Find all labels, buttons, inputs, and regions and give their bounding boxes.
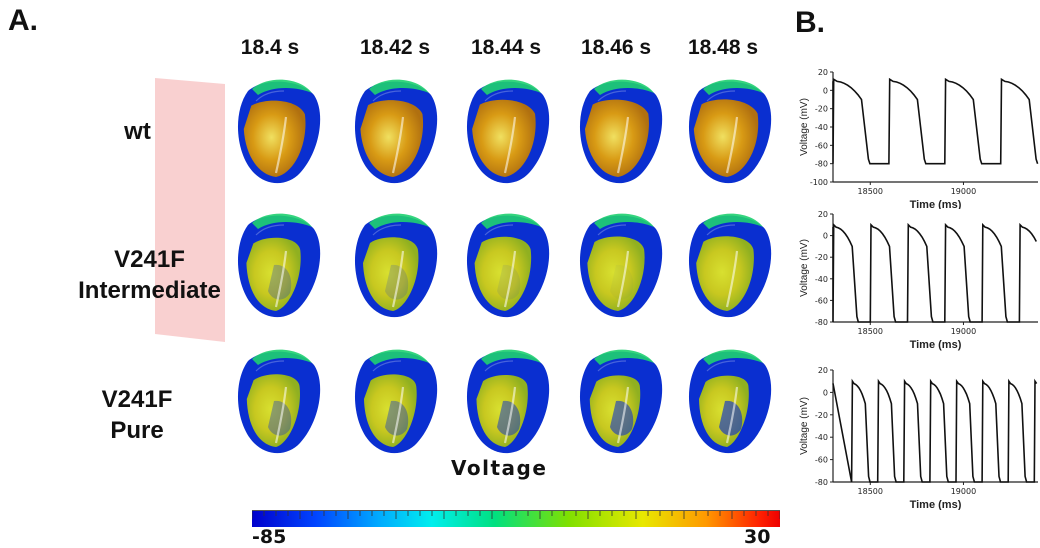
voltage-trace-line	[832, 378, 1038, 483]
x-tick-label: 18500	[858, 487, 883, 496]
trace-pure: 20 0 -20 -40 -60 -80 18500 19000 Time (ms) Voltag…	[799, 366, 1038, 510]
y-tick-label: -60	[815, 296, 828, 305]
x-tick-label: 19000	[951, 327, 976, 336]
y-tick-label: -40	[815, 275, 828, 284]
y-tick-label: -40	[815, 123, 828, 132]
y-tick-label: 0	[823, 86, 828, 95]
heart-render	[688, 213, 772, 318]
heart-render	[579, 79, 663, 184]
heart-render	[579, 349, 663, 454]
heart-render	[466, 79, 550, 184]
heart-render	[237, 213, 321, 318]
heart-render	[354, 213, 438, 318]
row-label-wt: wt	[124, 118, 151, 145]
y-axis-title: Voltage (mV)	[799, 98, 810, 156]
row-label-v241f-pure: V241F Pure	[101, 386, 173, 444]
y-tick-label: 20	[818, 210, 828, 219]
panel-a-label: A.	[8, 4, 38, 37]
y-tick-label: -20	[815, 411, 828, 420]
time-label: 18.4 s	[240, 36, 300, 59]
y-tick-label: -80	[815, 160, 828, 169]
y-tick-label: -20	[815, 253, 828, 262]
colorbar-title: Voltage	[451, 456, 548, 480]
heart-grid	[237, 79, 772, 454]
heart-render	[466, 349, 550, 454]
y-tick-label: 0	[823, 232, 828, 241]
time-label: 18.44 s	[470, 36, 542, 59]
colorbar-min-label: -85	[252, 526, 287, 548]
x-axis-title: Time (ms)	[910, 339, 962, 351]
voltage-trace-line	[832, 222, 1038, 323]
y-tick-label: -100	[810, 178, 828, 187]
y-tick-label: -60	[815, 456, 828, 465]
y-tick-label: -20	[815, 105, 828, 114]
heart-render	[354, 79, 438, 184]
y-axis-title: Voltage (mV)	[799, 239, 810, 297]
y-tick-label: 0	[823, 388, 828, 397]
y-tick-label: -40	[815, 433, 828, 442]
heart-render	[688, 79, 772, 184]
time-label: 18.48 s	[687, 36, 759, 59]
y-tick-label: -60	[815, 141, 828, 150]
colorbar-max-label: 30	[744, 526, 771, 548]
heart-render	[237, 349, 321, 454]
x-tick-label: 18500	[858, 327, 883, 336]
row-label-v241f-intermediate: V241F Intermediate	[78, 246, 221, 304]
voltage-trace-line	[832, 77, 1039, 165]
highlight-band	[155, 78, 225, 342]
x-tick-label: 18500	[858, 187, 883, 196]
y-tick-label: 20	[818, 68, 828, 77]
trace-intermediate: 20 0 -20 -40 -60 -80 18500 19000 Time (ms) Voltag…	[799, 210, 1038, 351]
voltage-colorbar	[252, 510, 780, 527]
x-axis-title: Time (ms)	[910, 199, 962, 209]
x-tick-label: 19000	[951, 487, 976, 496]
panel-b-label: B.	[795, 6, 825, 39]
time-label: 18.46 s	[580, 36, 652, 59]
y-tick-label: -80	[815, 478, 828, 487]
y-axis-title: Voltage (mV)	[799, 397, 810, 455]
x-tick-label: 19000	[951, 187, 976, 196]
heart-render	[466, 213, 550, 318]
heart-render	[579, 213, 663, 318]
heart-render	[237, 79, 321, 184]
heart-render	[354, 349, 438, 454]
y-tick-label: 20	[818, 366, 828, 375]
y-tick-label: -80	[815, 318, 828, 327]
trace-wt: 20 0 -20 -40 -60 -80 -100 18500 19000 Time (ms) Vo…	[799, 68, 1039, 209]
heart-render	[688, 349, 772, 454]
time-label: 18.42 s	[359, 36, 431, 59]
x-axis-title: Time (ms)	[910, 499, 962, 510]
